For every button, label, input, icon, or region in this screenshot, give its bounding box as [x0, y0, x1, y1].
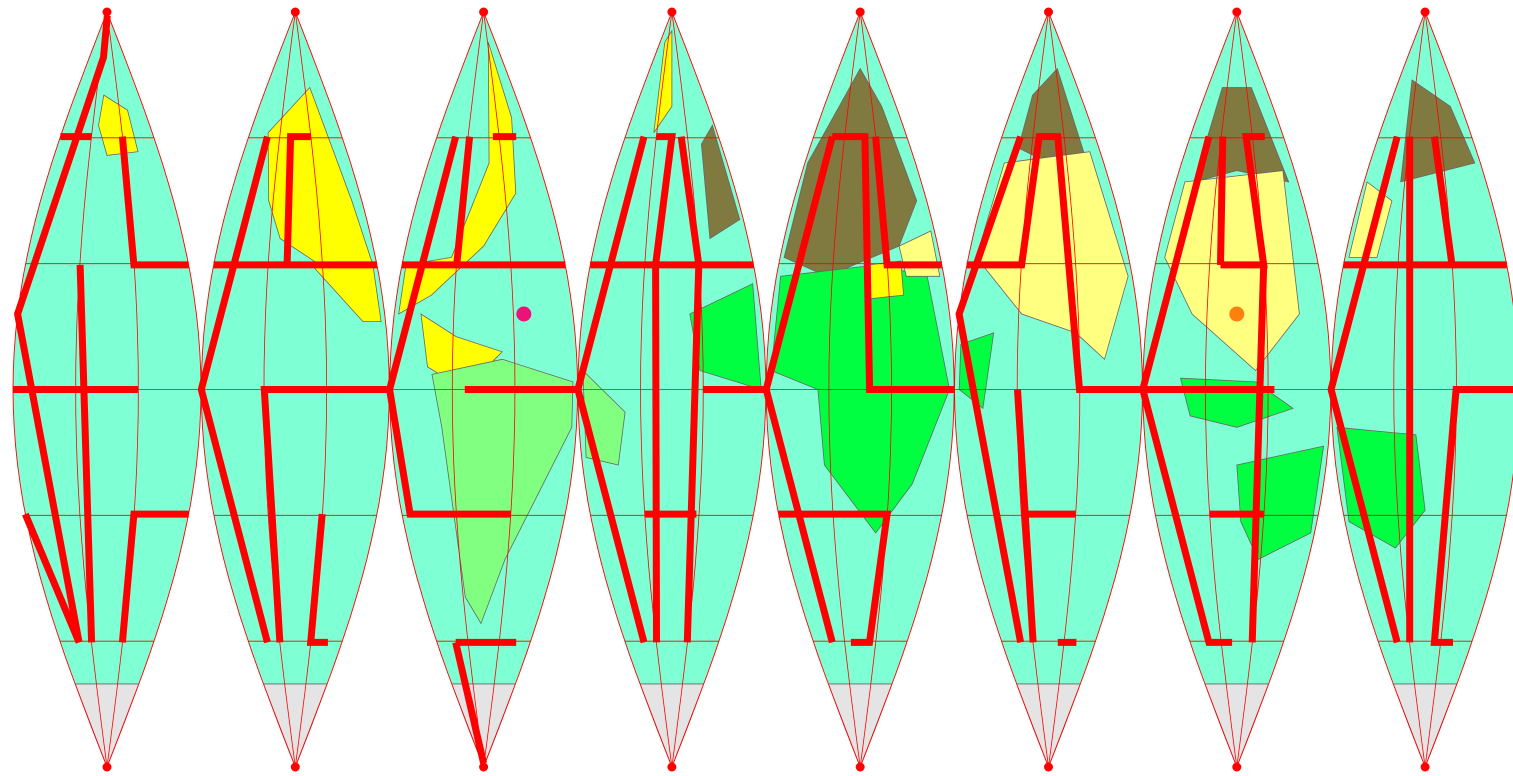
maze-wall: [1248, 264, 1268, 643]
europe-russia-landmass: [1400, 79, 1476, 183]
antarctica-landmass: [262, 683, 328, 767]
south-pole-marker: [1420, 762, 1430, 772]
maze-wall: [955, 135, 1025, 644]
south-pole-marker: [102, 762, 112, 772]
maze-wall: [778, 510, 892, 646]
north-pole-marker: [479, 7, 489, 17]
start-marker[interactable]: [516, 306, 532, 322]
maze-wall: [1430, 386, 1513, 646]
south-pole-marker: [1232, 762, 1242, 772]
south-pole-marker: [479, 762, 489, 772]
maze-wall: [76, 264, 96, 643]
north-pole-marker: [667, 7, 677, 17]
maze-wall: [260, 386, 390, 643]
maze-wall: [1217, 136, 1227, 265]
south-pole-marker: [667, 762, 677, 772]
south-pole-marker: [855, 762, 865, 772]
asia-landmass: [1164, 170, 1300, 372]
north-pole-marker: [1044, 7, 1053, 17]
maze-wall: [872, 136, 942, 269]
antarctica-landmass: [1392, 683, 1458, 767]
north-pole-marker: [102, 7, 112, 17]
north-pole-marker: [290, 7, 300, 17]
maze-wall: [283, 133, 311, 265]
maze-wall: [306, 513, 328, 646]
south-pole-marker: [290, 762, 300, 772]
maze-wall: [197, 135, 271, 644]
north-pole-marker: [1420, 7, 1430, 17]
maze-wall: [966, 133, 1143, 393]
maze-wall: [762, 135, 836, 644]
maze-wall: [574, 135, 648, 644]
south-america-landmass: [431, 358, 574, 625]
maze-wall: [452, 641, 488, 764]
antarctica-landmass: [1204, 683, 1270, 767]
antarctica-landmass: [639, 683, 705, 767]
maze-wall: [22, 512, 83, 644]
maze-wall: [652, 133, 676, 643]
north-pole-marker: [1232, 7, 1242, 17]
antarctica-landmass: [827, 683, 893, 767]
maze-wall: [1327, 135, 1401, 644]
north-pole-marker: [855, 7, 865, 17]
maze-wall: [1139, 135, 1233, 646]
maze-wall: [1220, 133, 1268, 269]
europe-russia-landmass: [700, 124, 741, 240]
antarctica-landmass: [1016, 683, 1081, 767]
antarctica-landmass: [74, 683, 140, 767]
goal-marker[interactable]: [1229, 306, 1245, 322]
maze-wall: [118, 136, 189, 269]
maze-wall: [118, 510, 189, 643]
maze-wall: [832, 133, 955, 393]
south-pole-marker: [1044, 762, 1053, 772]
maze-wall: [13, 15, 111, 644]
